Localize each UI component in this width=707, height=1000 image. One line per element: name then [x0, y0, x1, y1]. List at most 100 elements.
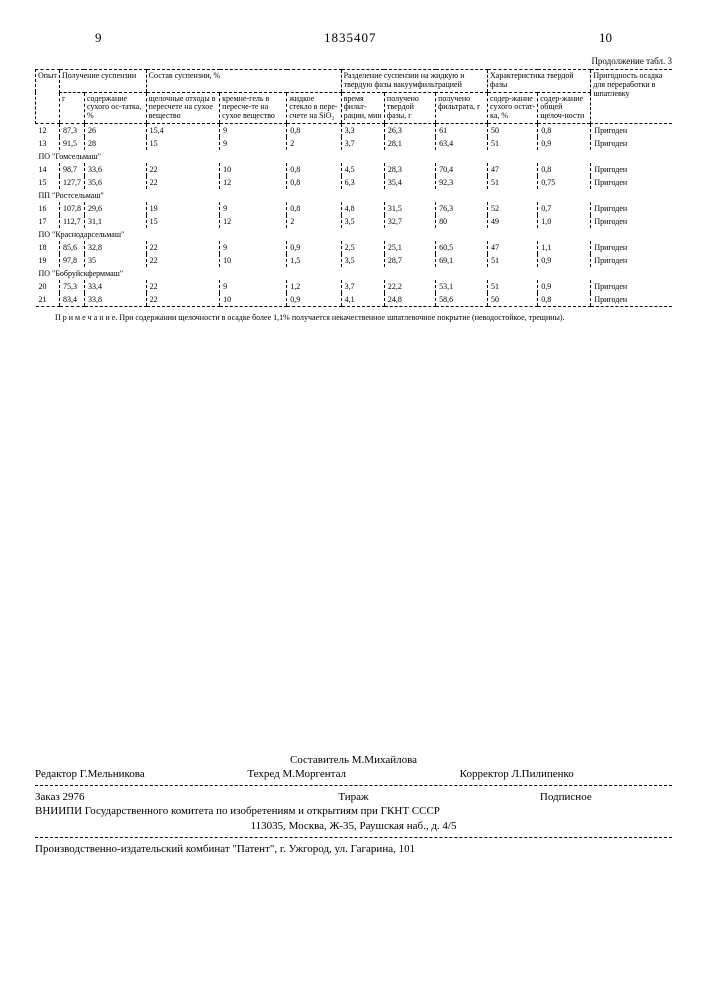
tech: Техред М.Моргентал — [247, 767, 459, 781]
table-row: 2183,433,822100,94,124,858,6500,8Пригоде… — [36, 293, 673, 307]
note: П р и м е ч а н и е. При содержании щело… — [55, 313, 672, 323]
cell: 1,5 — [287, 254, 341, 267]
cell: 10 — [220, 254, 287, 267]
cell: 9 — [220, 137, 287, 150]
cell: 22 — [146, 241, 220, 254]
cell: 9 — [220, 280, 287, 293]
cell: 107,8 — [59, 202, 84, 215]
h-c5: кремне-гель в пересче-те на сухое вещест… — [220, 92, 287, 123]
cell: 2,5 — [341, 241, 384, 254]
cell: 1,0 — [538, 215, 591, 228]
cell: 6,3 — [341, 176, 384, 189]
cell: 87,3 — [59, 123, 84, 137]
cell: 1,1 — [538, 241, 591, 254]
cell: 22 — [146, 176, 220, 189]
cell: 22,2 — [384, 280, 435, 293]
cell: 0,9 — [287, 293, 341, 307]
h-c11: содер-жание общей щелоч-ности — [538, 92, 591, 123]
table-body: 1287,32615,490,83,326,361500,8Пригоден13… — [36, 123, 673, 306]
h-c10: содер-жание сухого остат-ка, % — [488, 92, 538, 123]
cell: 50 — [488, 293, 538, 307]
author: Составитель М.Михайлова — [247, 753, 459, 767]
cell: 12 — [220, 215, 287, 228]
cell: 61 — [436, 123, 488, 137]
addr: 113035, Москва, Ж-35, Раушская наб., д. … — [35, 819, 672, 833]
cell: Пригоден — [591, 163, 672, 176]
order: Заказ 2976 — [35, 790, 247, 804]
cell: 0,8 — [538, 163, 591, 176]
cell: 12 — [220, 176, 287, 189]
cell: 21 — [36, 293, 60, 307]
cell: 0,8 — [287, 163, 341, 176]
cell: 3,5 — [341, 254, 384, 267]
cell: 4,8 — [341, 202, 384, 215]
cell: 51 — [488, 176, 538, 189]
cell: 22 — [146, 254, 220, 267]
cell: 0,8 — [287, 202, 341, 215]
separator-row: ПО "Бобруйскферммаш" — [36, 267, 673, 280]
cell: 47 — [488, 163, 538, 176]
cell: Пригоден — [591, 137, 672, 150]
cell: 76,3 — [436, 202, 488, 215]
page-numbers: 9 1835407 10 — [95, 30, 612, 46]
table-row: 1498,733,622100,84,528,370,4470,8Пригоде… — [36, 163, 673, 176]
cell: 17 — [36, 215, 60, 228]
cell: 35,4 — [384, 176, 435, 189]
cell: 98,7 — [59, 163, 84, 176]
h-c6: жидкое стекло в пере-счете на SiO₂ — [287, 92, 341, 123]
cell: 52 — [488, 202, 538, 215]
cell: 53,1 — [436, 280, 488, 293]
cell: 26,3 — [384, 123, 435, 137]
cell: 10 — [220, 163, 287, 176]
cell: 69,1 — [436, 254, 488, 267]
cell: 29,6 — [84, 202, 146, 215]
cell: 31,1 — [84, 215, 146, 228]
cell: 0,9 — [287, 241, 341, 254]
table-row: 1885,632,82290,92,525,160,5471,1Пригоден — [36, 241, 673, 254]
cell: 14 — [36, 163, 60, 176]
cell: Пригоден — [591, 123, 672, 137]
cell: 28,3 — [384, 163, 435, 176]
cell: 51 — [488, 280, 538, 293]
h-c12: Пригодность осадка для переработки в шпа… — [591, 70, 672, 124]
podpisnoe: Подписное — [460, 790, 672, 804]
cell: 9 — [220, 241, 287, 254]
cell: 13 — [36, 137, 60, 150]
cell: 9 — [220, 202, 287, 215]
separator-label: ПО "Краснодарсельмаш" — [36, 228, 673, 241]
cell: Пригоден — [591, 293, 672, 307]
cell: 0,7 — [538, 202, 591, 215]
h-c3: содержание сухого ос-татка, % — [84, 92, 146, 123]
cell: 35 — [84, 254, 146, 267]
cell: 2 — [287, 137, 341, 150]
cell: 91,5 — [59, 137, 84, 150]
tirazh: Тираж — [247, 790, 459, 804]
cell: 28,1 — [384, 137, 435, 150]
separator-row: ПП "Ростсельмаш" — [36, 189, 673, 202]
cell: 0,8 — [538, 123, 591, 137]
cell: 16 — [36, 202, 60, 215]
cell: 4,1 — [341, 293, 384, 307]
cell: 51 — [488, 137, 538, 150]
cell: 19 — [146, 202, 220, 215]
cell: 33,8 — [84, 293, 146, 307]
cell: Пригоден — [591, 215, 672, 228]
cell: 0,8 — [287, 123, 341, 137]
cell: 18 — [36, 241, 60, 254]
cell: 22 — [146, 280, 220, 293]
continuation-label: Продолжение табл. 3 — [35, 56, 672, 66]
cell: 50 — [488, 123, 538, 137]
cell: 3,5 — [341, 215, 384, 228]
cell: 22 — [146, 293, 220, 307]
cell: 28 — [84, 137, 146, 150]
table-row: 2075,333,42291,23,722,253,1510,9Пригоден — [36, 280, 673, 293]
cell: 22 — [146, 163, 220, 176]
table-row: 1287,32615,490,83,326,361500,8Пригоден — [36, 123, 673, 137]
cell: 32,7 — [384, 215, 435, 228]
page-right: 10 — [599, 30, 612, 46]
cell: Пригоден — [591, 254, 672, 267]
cell: 0,9 — [538, 254, 591, 267]
cell: 112,7 — [59, 215, 84, 228]
cell: 33,6 — [84, 163, 146, 176]
cell: 97,8 — [59, 254, 84, 267]
